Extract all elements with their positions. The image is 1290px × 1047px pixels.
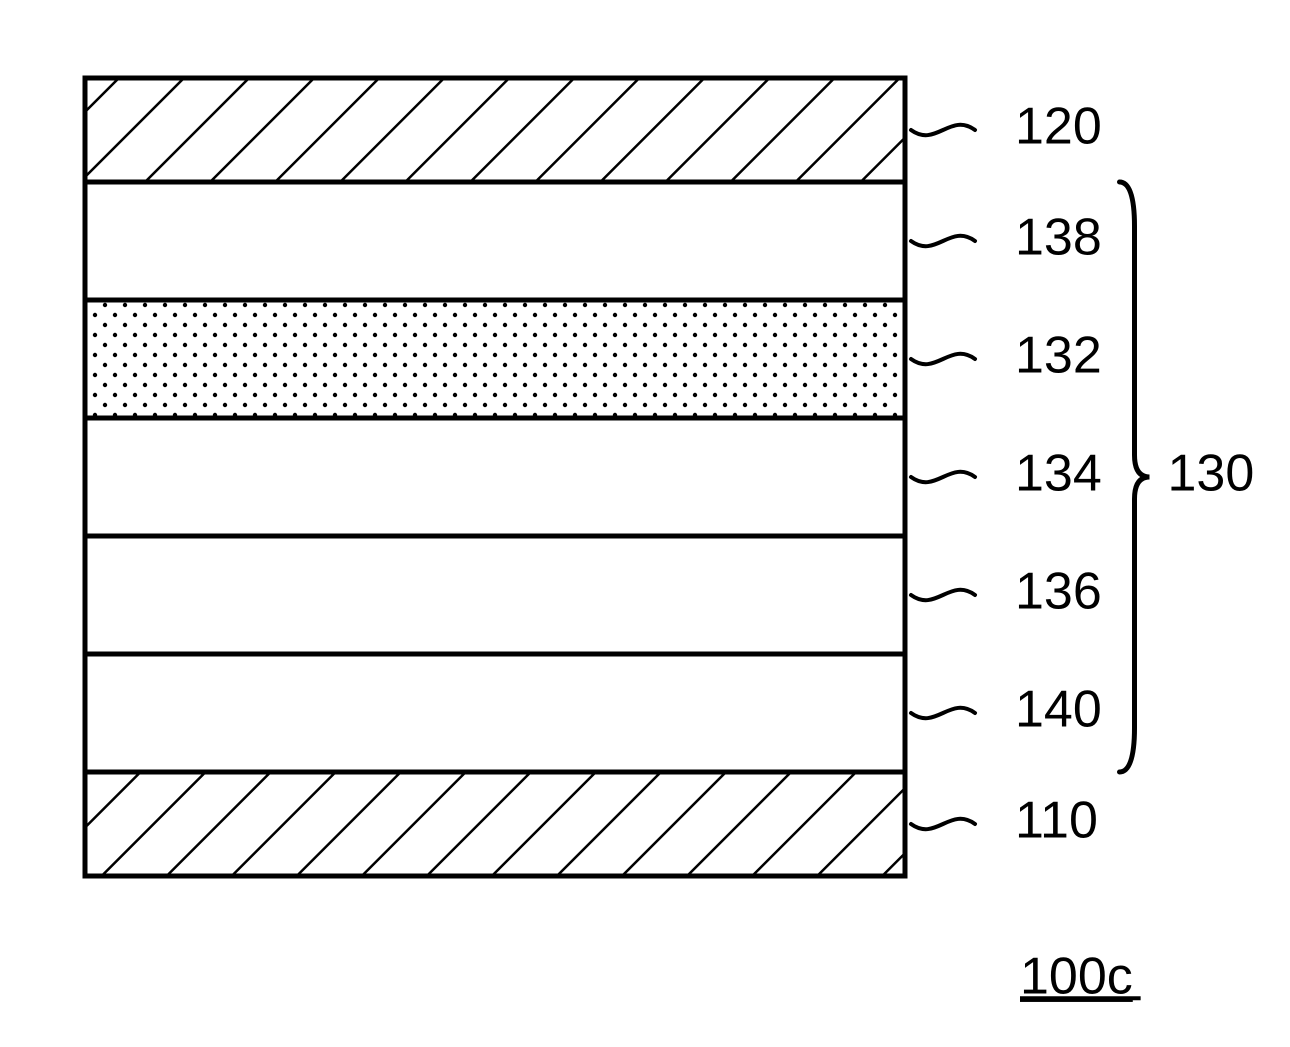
group-brace-130 (1120, 182, 1150, 772)
layer-132 (85, 300, 905, 418)
group-label-130: 130 (1168, 445, 1255, 503)
label-120: 120 (1015, 98, 1102, 156)
layer-134 (85, 418, 905, 536)
leader-132 (911, 354, 975, 364)
layer-136 (85, 536, 905, 654)
leader-134 (911, 472, 975, 482)
label-132: 132 (1015, 327, 1102, 385)
label-138: 138 (1015, 209, 1102, 267)
layer-138 (85, 182, 905, 300)
label-140: 140 (1015, 681, 1102, 739)
layer-120 (85, 78, 905, 182)
diagram-canvas: 120138132134136140110130100c (0, 0, 1290, 1047)
leader-110 (911, 819, 975, 829)
leader-136 (911, 590, 975, 600)
leader-140 (911, 708, 975, 718)
layer-110 (85, 772, 905, 876)
leader-120 (911, 125, 975, 135)
leader-138 (911, 236, 975, 246)
layer-140 (85, 654, 905, 772)
label-134: 134 (1015, 445, 1102, 503)
label-136: 136 (1015, 563, 1102, 621)
label-110: 110 (1015, 792, 1098, 850)
